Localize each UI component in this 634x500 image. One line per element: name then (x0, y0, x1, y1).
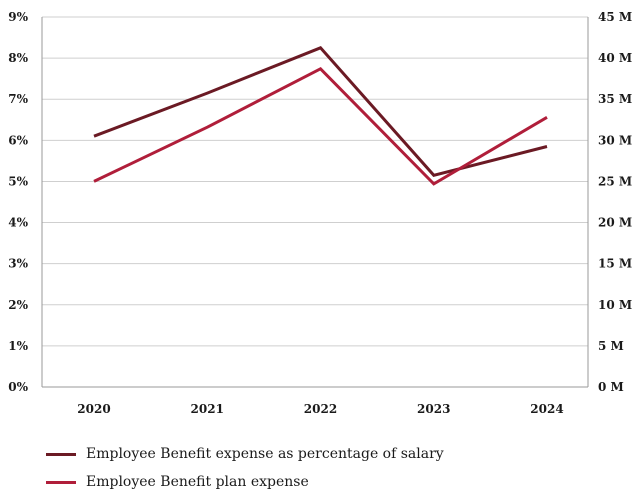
right-tick-label-3: 15 M (598, 257, 632, 271)
legend-item-benefit-plan-expense: Employee Benefit plan expense (46, 468, 444, 496)
left-tick-label-5: 5% (8, 174, 28, 188)
right-tick-label-5: 25 M (598, 174, 632, 188)
right-tick-label-7: 35 M (598, 92, 632, 106)
series-line-1 (93, 66, 548, 186)
series-line-0 (93, 46, 548, 177)
legend-item-benefit-expense-percentage: Employee Benefit expense as percentage o… (46, 440, 444, 468)
x-tick-label-2022: 2022 (304, 402, 337, 416)
left-tick-label-3: 3% (8, 257, 28, 271)
right-tick-label-0: 0 M (598, 380, 624, 394)
left-tick-label-2: 2% (8, 298, 28, 312)
right-tick-label-2: 10 M (598, 298, 632, 312)
left-tick-label-6: 6% (8, 133, 28, 147)
left-tick-label-1: 1% (8, 339, 28, 353)
left-tick-label-8: 8% (8, 51, 28, 65)
right-tick-label-1: 5 M (598, 339, 624, 353)
legend-swatch-benefit-expense-percentage (46, 452, 76, 456)
right-tick-label-4: 20 M (598, 216, 632, 230)
legend-label-benefit-expense-percentage: Employee Benefit expense as percentage o… (86, 446, 444, 462)
left-tick-label-7: 7% (8, 92, 28, 106)
left-axis-ticks: 0% 1% 2% 3% 4% 5% 6% 7% 8% 9% (8, 10, 28, 394)
gridlines (41, 16, 589, 388)
line-chart: 0% 1% 2% 3% 4% 5% 6% 7% 8% 9% 0 M 5 M 10 M 15 M 20 M 2… (8, 10, 632, 416)
left-tick-label-9: 9% (8, 10, 28, 24)
left-tick-label-0: 0% (8, 380, 28, 394)
right-tick-label-8: 40 M (598, 51, 632, 65)
right-axis-ticks: 0 M 5 M 10 M 15 M 20 M 25 M 30 M 35 M 40 M 45 M (598, 10, 632, 394)
series-lines (93, 46, 548, 186)
left-tick-label-4: 4% (8, 216, 28, 230)
legend-swatch-benefit-plan-expense (46, 480, 76, 484)
x-tick-label-2020: 2020 (77, 402, 110, 416)
x-tick-label-2021: 2021 (191, 402, 224, 416)
legend: Employee Benefit expense as percentage o… (46, 440, 444, 496)
legend-label-benefit-plan-expense: Employee Benefit plan expense (86, 474, 309, 490)
x-axis-ticks: 2020 2021 2022 2023 2024 (77, 402, 563, 416)
x-tick-label-2023: 2023 (417, 402, 450, 416)
x-tick-label-2024: 2024 (530, 402, 563, 416)
right-tick-label-9: 45 M (598, 10, 632, 24)
right-tick-label-6: 30 M (598, 133, 632, 147)
